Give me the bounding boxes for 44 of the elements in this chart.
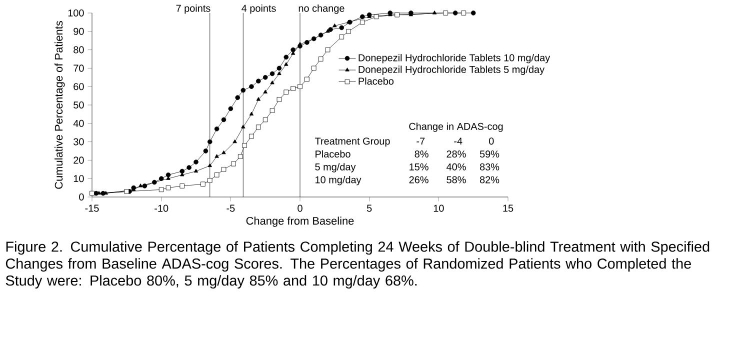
x-tick-label: 10 — [434, 204, 444, 212]
annotation: Treatment Group — [314, 138, 390, 147]
x-axis-title: Change from Baseline — [246, 216, 354, 227]
y-tick-label: 30 — [74, 138, 84, 146]
x-tick-label: -10 — [154, 204, 168, 212]
y-tick-label: 100 — [68, 9, 84, 17]
y-tick-label: 40 — [73, 120, 84, 127]
annotation: 5 mg/day — [315, 163, 356, 172]
x-tick-label: 0 — [298, 204, 302, 212]
y-axis-title: Cumulative Percentage of Patients — [54, 21, 65, 189]
x-tick-label: 5 — [366, 204, 372, 212]
y-tick-label: 80 — [74, 46, 84, 54]
caption: Figure 2. Cumulative Percentage of Patients Completing 24 Weeks of Double-blind Treatment with Specified Changes from Baseline ADAS-cog Scores. The Percentages of Randomized Patients who Completed the Study were: Placebo 80%, 5 mg/day 85% and 10 mg/day 68%. — [6, 241, 710, 289]
y-tick-label: 10 — [74, 175, 84, 182]
annotation: 58% — [446, 176, 466, 184]
y-tick-label: 70 — [74, 64, 84, 72]
legend-label: Placebo — [358, 77, 394, 85]
ref-line-label: 7 points — [176, 4, 210, 14]
x-tick-label: 15 — [503, 204, 514, 212]
ref-line-label: 4 points — [242, 4, 276, 14]
annotation: 8% — [414, 150, 428, 158]
annotation: 59% — [480, 150, 500, 158]
annotation: 28% — [446, 150, 466, 158]
annotation: 26% — [409, 176, 428, 184]
annotation: -4 — [454, 138, 462, 145]
y-tick-label: 0 — [79, 193, 84, 201]
legend-label: Donepezil Hydrochloride Tablets 5 mg/day — [358, 66, 545, 75]
legend-label: Donepezil Hydrochloride Tablets 10 mg/day — [358, 54, 550, 64]
x-tick-label: -15 — [85, 204, 99, 212]
x-tick-label: -5 — [226, 204, 235, 212]
annotation: 10 mg/day — [316, 176, 362, 186]
annotation: 40% — [446, 163, 466, 170]
y-tick-label: 60 — [74, 83, 84, 90]
annotation: 83% — [480, 163, 500, 170]
y-tick-label: 50 — [74, 101, 84, 109]
annotation: 15% — [410, 163, 428, 170]
annotation: Placebo — [316, 150, 350, 158]
annotation: 82% — [480, 176, 500, 184]
annotation: -7 — [416, 138, 425, 145]
annotation: 0 — [488, 138, 494, 145]
y-tick-label: 20 — [74, 156, 84, 164]
annotation: Change in ADAS-cog — [409, 122, 503, 132]
y-tick-label: 90 — [74, 28, 84, 35]
ref-line-label: no change — [298, 4, 344, 14]
